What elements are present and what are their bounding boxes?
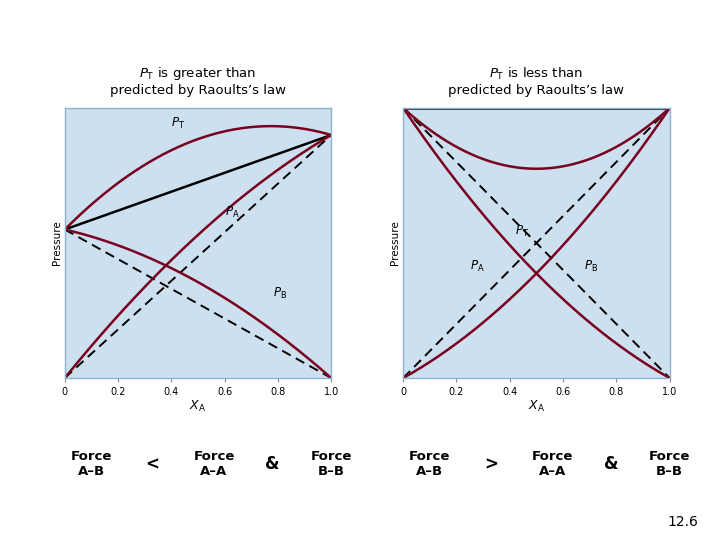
Text: Force
B–B: Force B–B xyxy=(649,450,690,478)
Text: 12.6: 12.6 xyxy=(667,515,698,529)
Text: $P_{\mathrm{T}}$: $P_{\mathrm{T}}$ xyxy=(515,224,529,239)
Text: &: & xyxy=(604,455,618,474)
Text: $P_{\mathrm{T}}$: $P_{\mathrm{T}}$ xyxy=(171,116,186,131)
Text: Force
A–B: Force A–B xyxy=(71,450,112,478)
Y-axis label: Pressure: Pressure xyxy=(390,221,400,265)
X-axis label: $X_{\mathrm{A}}$: $X_{\mathrm{A}}$ xyxy=(189,399,207,414)
Text: $\mathit{P}_{\mathrm{T}}$ is less than
predicted by Raoults’s law: $\mathit{P}_{\mathrm{T}}$ is less than p… xyxy=(449,66,624,97)
Text: $P_{\mathrm{B}}$: $P_{\mathrm{B}}$ xyxy=(585,259,598,274)
Text: Force
B–B: Force B–B xyxy=(310,450,352,478)
X-axis label: $X_{\mathrm{A}}$: $X_{\mathrm{A}}$ xyxy=(528,399,545,414)
Text: &: & xyxy=(266,455,280,474)
Text: $P_{\mathrm{A}}$: $P_{\mathrm{A}}$ xyxy=(225,205,239,220)
Text: Force
A–A: Force A–A xyxy=(193,450,235,478)
Text: Force
A–B: Force A–B xyxy=(409,450,451,478)
Text: <: < xyxy=(145,455,160,474)
Text: $P_{\mathrm{B}}$: $P_{\mathrm{B}}$ xyxy=(273,286,287,301)
Text: $\mathit{P}_{\mathrm{T}}$ is greater than
predicted by Raoults’s law: $\mathit{P}_{\mathrm{T}}$ is greater tha… xyxy=(110,65,286,97)
Text: $P_{\mathrm{A}}$: $P_{\mathrm{A}}$ xyxy=(470,259,485,274)
Y-axis label: Pressure: Pressure xyxy=(52,221,62,265)
Text: Force
A–A: Force A–A xyxy=(531,450,573,478)
Text: >: > xyxy=(484,455,498,474)
